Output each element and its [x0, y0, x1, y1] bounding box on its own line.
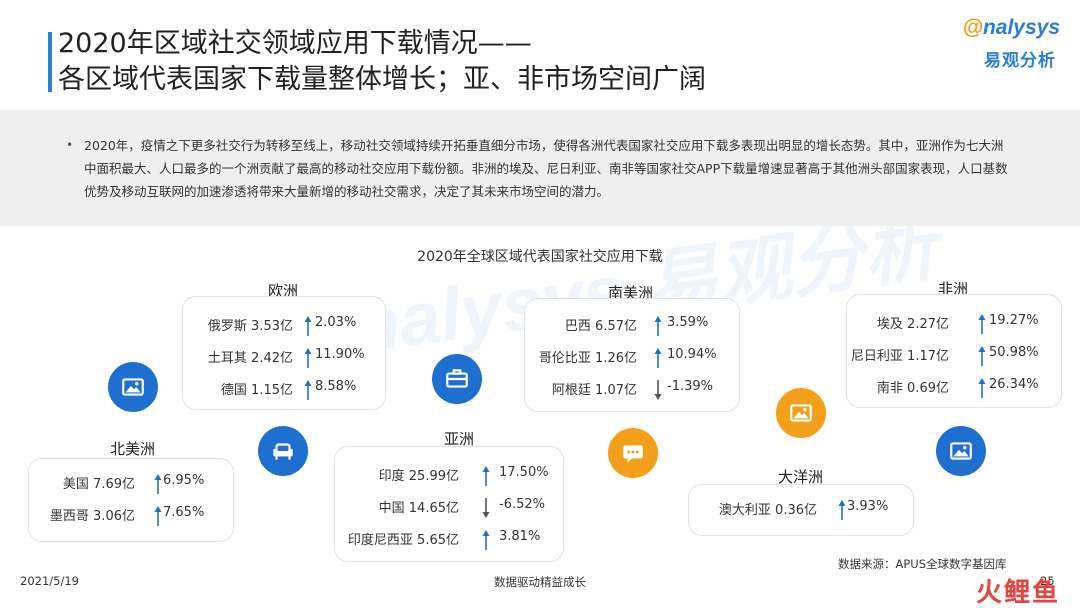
region-label-oceania: 大洋洲	[778, 468, 824, 486]
arrow-down-icon	[482, 498, 490, 518]
region-label-south-america: 南美洲	[608, 284, 654, 302]
growth-rate: 6.95%	[163, 473, 205, 488]
country-value: 俄罗斯 3.53亿	[207, 319, 293, 334]
arrow-up-icon	[482, 466, 490, 486]
analysys-logo: @nalysys 易观分析	[940, 16, 1060, 72]
chat-icon	[608, 428, 658, 478]
country-row: 土耳其 2.42亿 11.90%	[183, 347, 385, 371]
growth-rate: 50.98%	[989, 345, 1039, 360]
arrow-up-icon	[978, 314, 986, 334]
country-row: 俄罗斯 3.53亿 2.03%	[183, 315, 385, 339]
country-row: 阿根廷 1.07亿 -1.39%	[525, 379, 739, 403]
country-row: 墨西哥 3.06亿 7.65%	[29, 505, 233, 529]
region-card-asia: 印度 25.99亿 17.50% 中国 14.65亿 -6.52% 印度尼西亚 5.65…	[334, 446, 564, 562]
briefcase-icon	[432, 354, 482, 404]
growth-rate: 2.03%	[315, 315, 357, 330]
arrow-up-icon	[978, 378, 986, 398]
region-card-south-america: 巴西 6.57亿 3.59% 哥伦比亚 1.26亿 10.94% 阿根廷 1.07亿 -1…	[524, 298, 740, 412]
watermark-logo: 火鲤鱼	[975, 578, 1060, 608]
summary-bullet: •	[66, 138, 74, 152]
country-row: 印度尼西亚 5.65亿 3.81%	[335, 529, 563, 553]
region-card-oceania: 澳大利亚 0.36亿 3.93%	[688, 484, 914, 536]
sofa-icon	[258, 426, 308, 476]
region-card-europe: 俄罗斯 3.53亿 2.03% 土耳其 2.42亿 11.90% 德国 1.15亿 8.5…	[182, 296, 386, 410]
image-icon	[936, 426, 986, 476]
country-row: 尼日利亚 1.17亿 50.98%	[847, 345, 1061, 369]
arrow-up-icon	[154, 506, 162, 526]
growth-rate: 3.59%	[667, 315, 709, 330]
country-value: 土耳其 2.42亿	[207, 351, 293, 366]
country-value: 南非 0.69亿	[876, 381, 949, 396]
country-row: 南非 0.69亿 26.34%	[847, 377, 1061, 401]
page-number: 25	[1040, 574, 1055, 588]
country-value: 澳大利亚 0.36亿	[718, 503, 817, 518]
region-label-africa: 非洲	[938, 280, 969, 298]
country-value: 巴西 6.57亿	[564, 319, 637, 334]
logo-chinese: 易观分析	[984, 51, 1056, 71]
country-row: 德国 1.15亿 8.58%	[183, 379, 385, 403]
country-value: 中国 14.65亿	[378, 501, 459, 516]
image-icon	[776, 388, 826, 438]
country-value: 阿根廷 1.07亿	[551, 383, 637, 398]
growth-rate: 3.93%	[847, 499, 889, 514]
country-value: 美国 7.69亿	[62, 477, 135, 492]
arrow-up-icon	[154, 474, 162, 494]
logo-english: @nalysys	[962, 16, 1060, 40]
arrow-up-icon	[978, 346, 986, 366]
growth-rate: 10.94%	[667, 347, 717, 362]
region-label-asia: 亚洲	[444, 430, 475, 448]
growth-rate: 3.81%	[499, 529, 541, 544]
country-row: 埃及 2.27亿 19.27%	[847, 313, 1061, 337]
summary-text: 2020年，疫情之下更多社交行为转移至线上，移动社交领域持续开拓垂直细分市场，使…	[84, 138, 1008, 199]
arrow-down-icon	[654, 380, 662, 400]
arrow-up-icon	[838, 500, 846, 520]
region-card-africa: 埃及 2.27亿 19.27% 尼日利亚 1.17亿 50.98% 南非 0.69亿 26…	[846, 294, 1062, 408]
data-source: 数据来源：APUS全球数字基因库	[838, 557, 1007, 571]
arrow-up-icon	[654, 348, 662, 368]
arrow-up-icon	[654, 316, 662, 336]
growth-rate: 8.58%	[315, 379, 357, 394]
arrow-up-icon	[304, 348, 312, 368]
country-row: 中国 14.65亿 -6.52%	[335, 497, 563, 521]
page-title-line2: 各区域代表国家下载量整体增长；亚、非市场空间广阔	[58, 64, 706, 95]
growth-rate: 11.90%	[315, 347, 365, 362]
country-value: 德国 1.15亿	[220, 383, 293, 398]
region-card-north-america: 美国 7.69亿 6.95% 墨西哥 3.06亿 7.65%	[28, 458, 234, 542]
growth-rate: 17.50%	[499, 465, 549, 480]
title-accent-bar	[48, 32, 52, 92]
growth-rate: -6.52%	[499, 497, 545, 512]
country-row: 哥伦比亚 1.26亿 10.94%	[525, 347, 739, 371]
summary-panel: • 2020年，疫情之下更多社交行为转移至线上，移动社交领域持续开拓垂直细分市场…	[0, 110, 1080, 226]
country-value: 印度 25.99亿	[378, 469, 459, 484]
page-title: 2020年区域社交领域应用下载情况—— 各区域代表国家下载量整体增长；亚、非市场…	[58, 26, 706, 98]
arrow-up-icon	[482, 530, 490, 550]
growth-rate: 7.65%	[163, 505, 205, 520]
country-row: 巴西 6.57亿 3.59%	[525, 315, 739, 339]
country-row: 美国 7.69亿 6.95%	[29, 473, 233, 497]
country-value: 尼日利亚 1.17亿	[850, 349, 949, 364]
country-value: 墨西哥 3.06亿	[49, 509, 135, 524]
logo-o-mark: @	[962, 16, 983, 39]
page-title-line1: 2020年区域社交领域应用下载情况——	[58, 28, 532, 59]
country-value: 埃及 2.27亿	[876, 317, 949, 332]
country-row: 印度 25.99亿 17.50%	[335, 465, 563, 489]
arrow-up-icon	[304, 380, 312, 400]
growth-rate: -1.39%	[667, 379, 713, 394]
footer-date: 2021/5/19	[20, 574, 79, 588]
arrow-up-icon	[304, 316, 312, 336]
footer-slogan: 数据驱动精益成长	[494, 575, 586, 589]
country-value: 印度尼西亚 5.65亿	[347, 533, 459, 548]
growth-rate: 19.27%	[989, 313, 1039, 328]
image-icon	[108, 362, 158, 412]
country-value: 哥伦比亚 1.26亿	[538, 351, 637, 366]
region-label-europe: 欧洲	[268, 282, 299, 300]
country-row: 澳大利亚 0.36亿 3.93%	[689, 499, 913, 523]
growth-rate: 26.34%	[989, 377, 1039, 392]
region-label-north-america: 北美洲	[110, 440, 156, 458]
chart-title: 2020年全球区域代表国家社交应用下载	[417, 249, 663, 265]
logo-english-text: nalysys	[982, 16, 1060, 39]
